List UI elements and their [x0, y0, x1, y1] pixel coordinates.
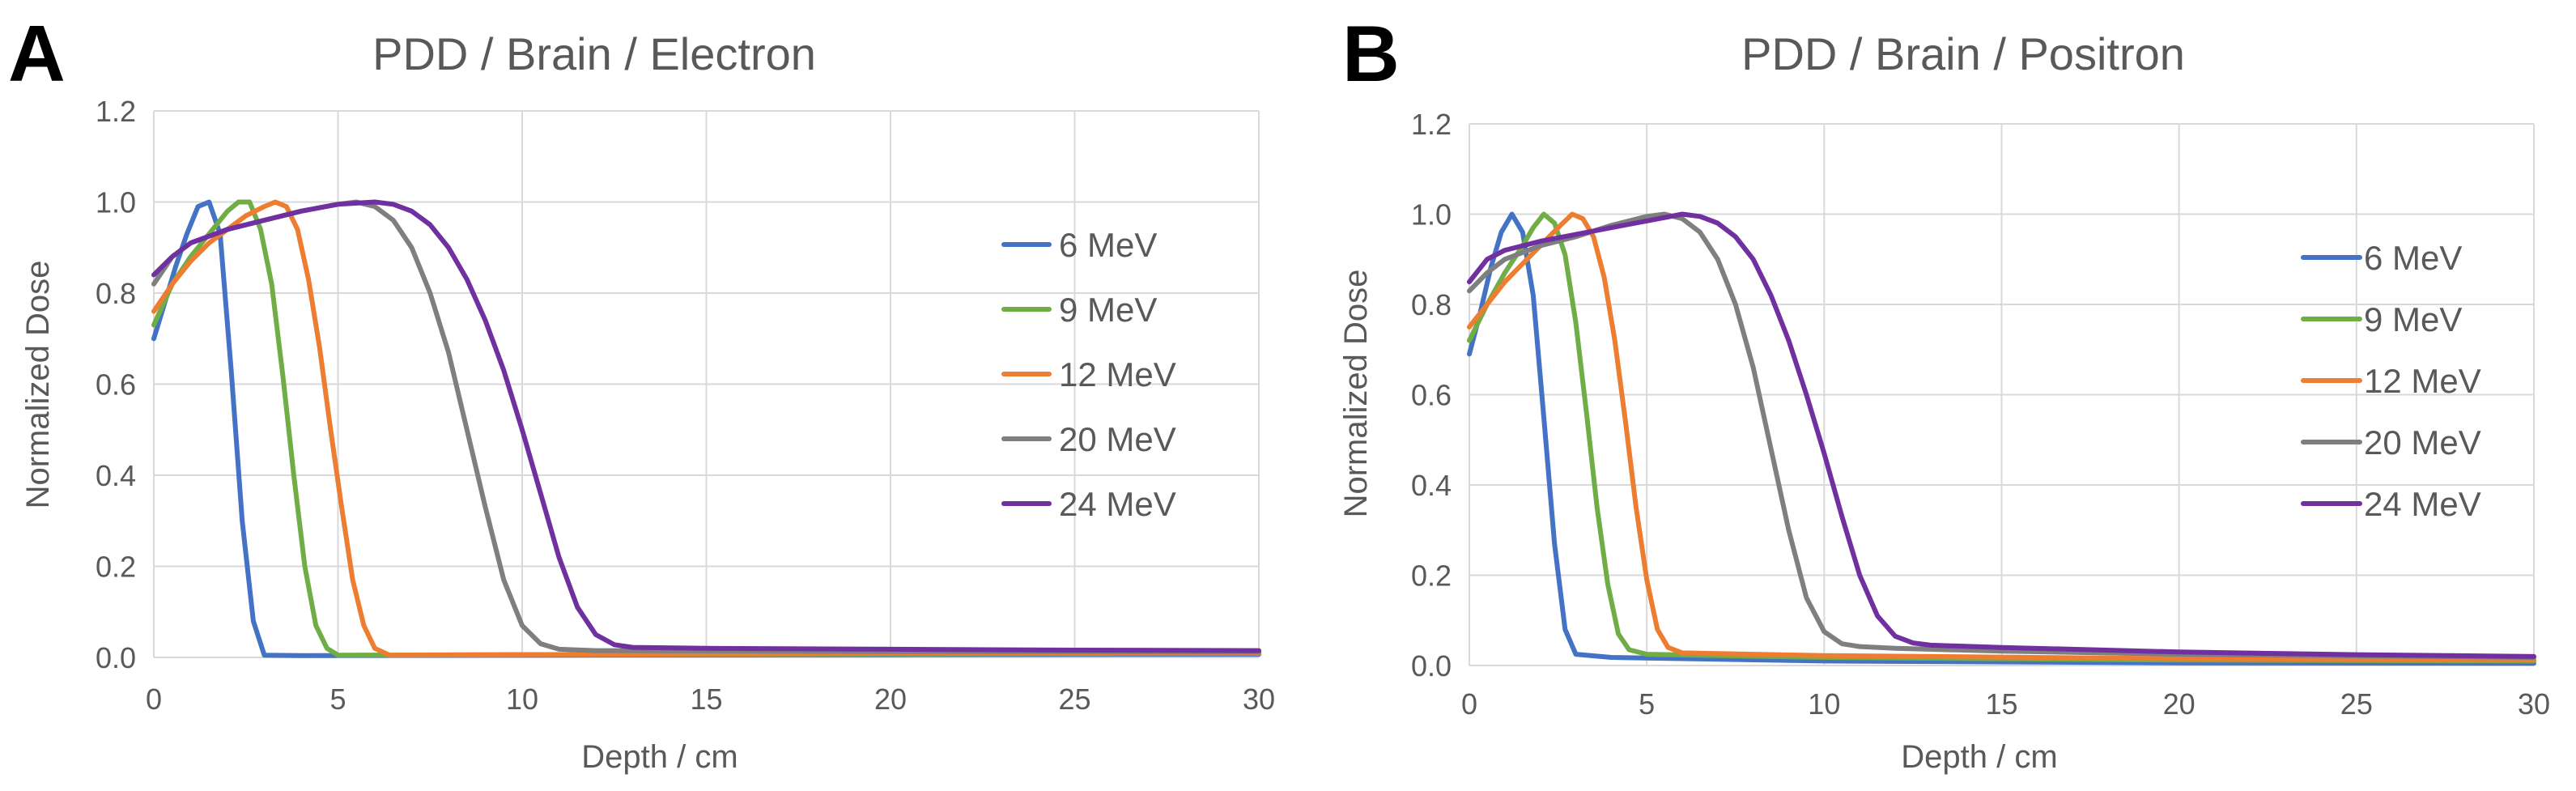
- x-tick-label: 15: [1985, 687, 2017, 721]
- x-tick-label: 10: [506, 683, 538, 716]
- series-line-12-mev: [151, 199, 1261, 658]
- x-tick-label: 25: [1058, 683, 1090, 716]
- legend-label: 24 MeV: [2364, 485, 2481, 523]
- x-axis-title: Depth / cm: [1901, 739, 2057, 775]
- y-tick-label: 0.0: [1411, 649, 1452, 683]
- y-tick-label: 0.4: [96, 459, 136, 492]
- y-tick-label: 0.6: [96, 368, 136, 402]
- x-tick-label: 0: [146, 683, 162, 716]
- series-line-12-mev: [1467, 211, 2536, 663]
- chart-panel-a: A PDD / Brain / Electron 0 5 10 15 20 25 30 0.0 0.…: [8, 9, 1275, 775]
- x-tick-label: 30: [2518, 687, 2550, 721]
- y-tick-label: 0.8: [1411, 288, 1452, 321]
- x-tick-label: 5: [1639, 687, 1655, 721]
- legend-label: 20 MeV: [1059, 420, 1176, 458]
- legend-label: 20 MeV: [2364, 423, 2481, 461]
- y-tick-label: 0.8: [96, 277, 136, 310]
- x-axis-title: Depth / cm: [581, 739, 738, 775]
- y-tick-label: 0.2: [1411, 559, 1452, 593]
- series-line-20-mev: [1467, 211, 2536, 660]
- series-line-9-mev: [1467, 211, 2536, 664]
- x-tick-label: 10: [1808, 687, 1840, 721]
- legend-label: 24 MeV: [1059, 485, 1176, 523]
- legend: 6 MeV 9 MeV 12 MeV 20 MeV 24 MeV: [1001, 226, 1176, 523]
- legend-label: 6 MeV: [1059, 226, 1157, 264]
- y-tick-label: 0.6: [1411, 379, 1452, 412]
- series-line-24-mev: [151, 199, 1261, 653]
- y-axis-title: Normalized Dose: [1338, 270, 1374, 518]
- y-tick-label: 1.2: [96, 95, 136, 128]
- y-tick-label: 1.0: [1411, 198, 1452, 232]
- x-tick-label: 5: [329, 683, 346, 716]
- legend-label: 6 MeV: [2364, 239, 2462, 277]
- legend-label: 9 MeV: [1059, 291, 1157, 329]
- y-tick-label: 0.2: [96, 551, 136, 584]
- chart-panel-b: B PDD / Brain / Positron 0 5 10 15 20 25 30 0.0 0.…: [1338, 9, 2550, 775]
- legend-label: 12 MeV: [2364, 362, 2481, 400]
- x-tick-label: 0: [1461, 687, 1477, 721]
- y-tick-label: 1.0: [96, 186, 136, 219]
- series-line-24-mev: [1467, 211, 2536, 659]
- x-tick-label: 15: [690, 683, 722, 716]
- x-tick-label: 25: [2340, 687, 2373, 721]
- panel-letter: A: [8, 9, 66, 98]
- chart-title: PDD / Brain / Positron: [1741, 28, 2185, 79]
- y-tick-label: 0.4: [1411, 469, 1452, 502]
- panel-letter: B: [1342, 9, 1400, 98]
- chart-title: PDD / Brain / Electron: [372, 28, 816, 79]
- x-tick-label: 30: [1243, 683, 1275, 716]
- y-tick-label: 1.2: [1411, 108, 1452, 141]
- y-axis-title: Normalized Dose: [20, 261, 56, 509]
- x-tick-label: 20: [874, 683, 907, 716]
- legend: 6 MeV 9 MeV 12 MeV 20 MeV 24 MeV: [2301, 239, 2481, 523]
- legend-label: 9 MeV: [2364, 300, 2462, 338]
- y-tick-label: 0.0: [96, 641, 136, 674]
- legend-label: 12 MeV: [1059, 355, 1176, 393]
- x-tick-label: 20: [2163, 687, 2196, 721]
